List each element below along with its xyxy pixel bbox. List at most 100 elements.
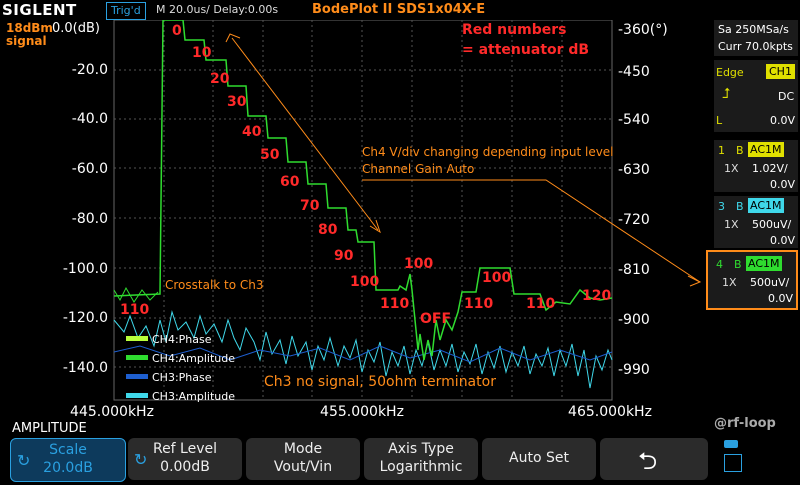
x-tick: 465.000kHz: [568, 404, 652, 420]
atten-label: 110: [120, 302, 149, 318]
ref-level-button[interactable]: ↻ Ref Level 0.00dB: [128, 438, 242, 480]
atten-label: 80: [318, 222, 338, 238]
channel-4-info[interactable]: 4 B AC1M 1X 500uV/ 0.0V: [706, 250, 798, 310]
atten-label: 110: [464, 296, 493, 312]
trigger-info[interactable]: Edge CH1 ⮥ DC L 0.0V: [714, 60, 798, 132]
ch4-noise-trace: [113, 286, 159, 303]
channel-offset: 0.0V: [770, 178, 796, 191]
atten-label: 0: [172, 23, 182, 39]
atten-label: OFF: [420, 311, 451, 327]
probe-ratio: 1X: [722, 276, 737, 289]
axis-type-value: Logarithmic: [379, 459, 463, 475]
channel-number: 4: [716, 258, 723, 271]
channel-gain-note: Channel Gain Auto: [362, 162, 474, 176]
y-left-tick: -100.0: [63, 261, 108, 277]
softkey-bar: ↻ Scale 20.0dB ↻ Ref Level 0.00dB Mode V…: [0, 438, 712, 482]
ch3-phase-trace: [113, 345, 613, 363]
y-right-tick: -990: [618, 362, 650, 378]
atten-label: 30: [227, 94, 247, 110]
legend-entry: CH4:Phase: [152, 333, 212, 346]
y-left-tick: -140.0: [63, 360, 108, 376]
credit-label: @rf-loop: [714, 416, 776, 431]
mode-button[interactable]: Mode Vout/Vin: [246, 438, 360, 480]
channel-offset: 0.0V: [770, 234, 796, 247]
menu-title: AMPLITUDE: [12, 421, 87, 436]
atten-label: 50: [260, 147, 280, 163]
y-right-tick: -720: [618, 212, 650, 228]
volts-per-div: 500uV/: [752, 218, 792, 231]
x-tick: 455.000kHz: [320, 404, 404, 420]
y-right-tick: -540: [618, 112, 650, 128]
y-right-tick: -900: [618, 312, 650, 328]
back-arrow-icon: ⮌: [638, 447, 658, 475]
scale-value: 20.0dB: [43, 460, 93, 476]
atten-label: 100: [404, 256, 433, 272]
axis-type-button[interactable]: Axis Type Logarithmic: [364, 438, 478, 480]
y-left-tick: -60.0: [72, 161, 108, 177]
y-left-tick: -80.0: [72, 211, 108, 227]
volts-per-div: 1.02V/: [752, 162, 788, 175]
rising-edge-icon: ⮥: [722, 86, 731, 102]
auto-set-button[interactable]: Auto Set: [482, 438, 596, 480]
atten-label: 100: [482, 270, 511, 286]
trace-legend: CH4:Phase CH4:Amplitude CH3:Phase CH3:Am…: [126, 333, 235, 403]
y-right-tick: -450: [618, 64, 650, 80]
atten-label: 10: [192, 45, 212, 61]
atten-label: 110: [380, 296, 409, 312]
mode-value: Vout/Vin: [273, 459, 333, 475]
bandwidth-limit: B: [736, 200, 744, 213]
channel-number: 1: [718, 144, 725, 157]
channel-coupling: AC1M: [748, 198, 784, 213]
level-label: 18dBm: [6, 21, 53, 35]
ch4-vdiv-note: Ch4 V/div changing depending input level: [362, 145, 614, 159]
channel-coupling: AC1M: [748, 142, 784, 157]
rotate-knob-icon: ↻: [134, 450, 148, 469]
legend-swatch: [126, 355, 148, 360]
top-status-bar: SIGLENT Trig'd M 20.0us/ Delay:0.00s Bod…: [0, 0, 800, 20]
annotation-arrows: [225, 33, 702, 287]
atten-label: 120: [582, 288, 611, 304]
scale-button[interactable]: ↻ Scale 20.0dB: [10, 438, 126, 482]
legend-entry: CH3:Amplitude: [152, 390, 235, 403]
bandwidth-limit: B: [736, 144, 744, 157]
legend-entry: CH4:Amplitude: [152, 352, 235, 365]
legend-swatch: [126, 393, 148, 398]
auto-set-label: Auto Set: [509, 450, 569, 466]
volts-per-div: 500uV/: [750, 276, 790, 289]
crosstalk-note: Crosstalk to Ch3: [165, 278, 264, 292]
back-button[interactable]: ⮌: [600, 438, 708, 480]
trigger-source: CH1: [766, 64, 795, 79]
trigger-type: Edge: [716, 66, 744, 79]
y-left-tick: -20.0: [72, 62, 108, 78]
red-numbers-note: Red numbers: [462, 22, 566, 38]
right-info-panel: Sa 250MSa/s Curr 70.0kpts Edge CH1 ⮥ DC …: [706, 20, 800, 431]
attenuator-note: = attenuator dB: [462, 42, 589, 58]
timebase-readout: M 20.0us/ Delay:0.00s: [156, 3, 279, 16]
app-title: BodePlot II SDS1x04X-E: [312, 2, 486, 17]
bode-plot: -20.0 -40.0 -60.0 -80.0 -100.0 -120.0 -1…: [6, 20, 702, 420]
rotate-knob-icon: ↻: [17, 451, 31, 470]
y-left-tick: -40.0: [72, 111, 108, 127]
channel-1-info[interactable]: 1 B AC1M 1X 1.02V/ 0.0V: [714, 140, 798, 192]
channel-offset: 0.0V: [768, 292, 794, 305]
y-right-tick: -810: [618, 262, 650, 278]
legend-swatch: [126, 336, 148, 341]
axis-type-label: Axis Type: [388, 441, 454, 457]
bandwidth-limit: B: [734, 258, 742, 271]
acquisition-info: Sa 250MSa/s Curr 70.0kpts: [714, 20, 798, 56]
trigger-coupling: DC: [778, 90, 795, 103]
sample-rate: Sa 250MSa/s: [718, 23, 789, 36]
channel-coupling: AC1M: [746, 256, 782, 271]
probe-ratio: 1X: [724, 162, 739, 175]
atten-label: 40: [242, 124, 262, 140]
y-left-tick: -120.0: [63, 310, 108, 326]
atten-label: 70: [300, 198, 320, 214]
ch3-amplitude-trace: [113, 310, 613, 389]
y-right-tick: -630: [618, 162, 650, 178]
probe-ratio: 1X: [724, 218, 739, 231]
channel-3-info[interactable]: 3 B AC1M 1X 500uV/ 0.0V: [714, 196, 798, 248]
mode-label: Mode: [283, 441, 323, 457]
atten-label: 20: [210, 71, 230, 87]
trigger-level-label: L: [716, 114, 723, 127]
ref-level-label: Ref Level: [152, 441, 218, 457]
